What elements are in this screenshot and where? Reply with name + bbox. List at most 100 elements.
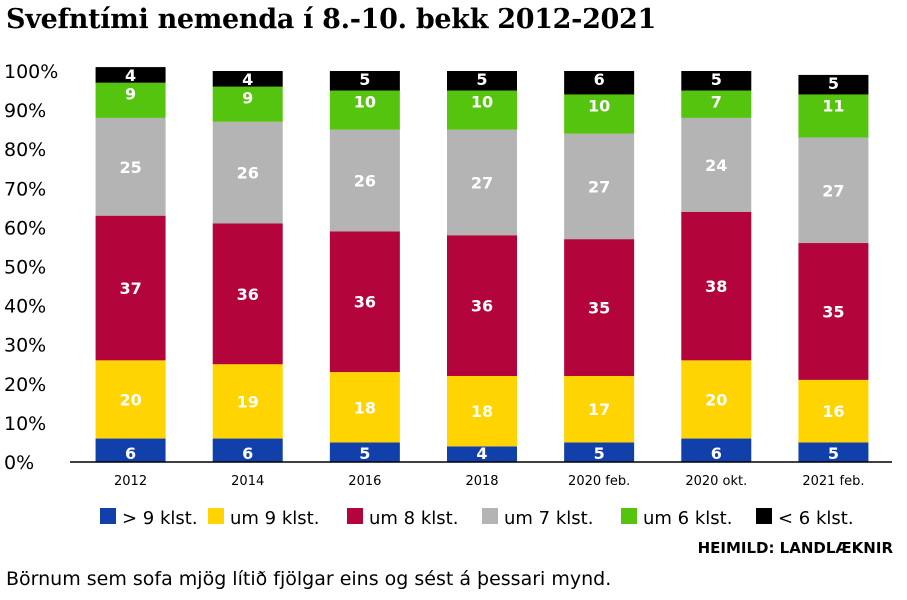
y-tick-label: 20%	[4, 374, 46, 396]
bar-segment	[447, 446, 517, 462]
data-label: 6	[711, 444, 722, 463]
data-label: 27	[588, 177, 610, 196]
legend-swatch	[621, 508, 637, 524]
data-label: 6	[125, 444, 136, 463]
bar-segment	[798, 243, 869, 380]
image-caption: Börnum sem sofa mjög lítið fjölgar eins …	[6, 568, 612, 590]
bar-segment	[95, 67, 166, 83]
data-label: 37	[119, 279, 141, 298]
data-label: 6	[594, 70, 605, 89]
data-label: 10	[471, 93, 493, 112]
legend-label: um 9 klst.	[230, 508, 319, 529]
y-tick-label: 70%	[4, 178, 46, 200]
legend-swatch	[347, 508, 363, 524]
data-label: 25	[119, 158, 141, 177]
bar-segment	[681, 438, 752, 462]
data-label: 5	[828, 444, 839, 463]
bar-segment	[95, 117, 166, 216]
data-label: 36	[237, 285, 259, 304]
data-label: 18	[354, 398, 376, 417]
y-tick-label: 40%	[4, 296, 46, 318]
bar-segment	[329, 71, 400, 91]
legend-label: < 6 klst.	[778, 508, 854, 529]
bar-segment	[564, 442, 635, 462]
x-tick-label: 2020 feb.	[568, 474, 630, 489]
x-tick-label: 2016	[348, 474, 381, 489]
data-label: 5	[359, 70, 370, 89]
legend-swatch	[208, 508, 224, 524]
data-label: 36	[471, 297, 493, 316]
data-label: 20	[705, 390, 727, 409]
y-tick-label: 60%	[4, 217, 46, 239]
bar-segment	[447, 235, 517, 376]
data-label: 5	[711, 70, 722, 89]
data-label: 9	[125, 85, 136, 104]
data-label: 18	[471, 402, 493, 421]
x-tick-label: 2014	[231, 474, 264, 489]
data-label: 38	[705, 277, 727, 296]
bar-segment	[798, 94, 869, 138]
bar-segment	[564, 133, 635, 240]
data-label: 5	[359, 444, 370, 463]
bar-segment	[212, 364, 283, 439]
bar-segment	[212, 71, 283, 87]
bar-segment	[212, 121, 283, 224]
data-label: 5	[828, 74, 839, 93]
data-label: 9	[242, 89, 253, 108]
data-label: 5	[594, 444, 605, 463]
legend-swatch	[756, 508, 772, 524]
y-tick-label: 10%	[4, 413, 46, 435]
x-tick-label: 2021 feb.	[802, 474, 864, 489]
data-label: 11	[822, 96, 844, 115]
data-label: 7	[711, 93, 722, 112]
bar-segment	[681, 211, 752, 361]
y-tick-label: 30%	[4, 335, 46, 357]
data-label: 24	[705, 156, 727, 175]
data-label: 19	[237, 392, 259, 411]
y-tick-label: 0%	[4, 452, 34, 474]
y-tick-label: 100%	[4, 61, 58, 83]
data-label: 4	[242, 70, 253, 89]
bar-segment	[564, 239, 635, 376]
bar-segment	[329, 442, 400, 462]
source-credit: HEIMILD: LANDLÆKNIR	[697, 539, 893, 557]
bar-segment	[447, 375, 517, 447]
chart-title: Svefntími nemenda í 8.-10. bekk 2012-202…	[6, 4, 657, 35]
x-tick-label: 2012	[114, 474, 147, 489]
bar-segment	[681, 71, 752, 91]
data-label: 6	[242, 444, 253, 463]
bar-segment	[95, 82, 166, 118]
data-label: 4	[476, 444, 487, 463]
stacked-bar-chart: 0% 10% 20% 30% 40% 50% 60% 70% 80% 90% 100% 6 20 37 25…	[4, 61, 892, 529]
bar-segment	[212, 86, 283, 122]
x-tick-label: 2018	[465, 474, 498, 489]
data-label: 35	[588, 299, 610, 318]
data-label: 5	[476, 70, 487, 89]
bar-segment	[447, 90, 517, 130]
bar-segment	[447, 129, 517, 236]
bar-segment	[212, 223, 283, 365]
data-label: 35	[822, 302, 844, 321]
bar-segment	[329, 129, 400, 232]
y-tick-label: 50%	[4, 257, 46, 279]
legend-swatch	[100, 508, 116, 524]
bar-segment	[564, 375, 635, 443]
legend-label: um 6 klst.	[643, 508, 732, 529]
legend-label: um 8 klst.	[369, 508, 458, 529]
data-label: 10	[354, 93, 376, 112]
data-label: 20	[119, 390, 141, 409]
bar-segment	[798, 137, 869, 244]
data-label: 36	[354, 293, 376, 312]
y-tick-label: 90%	[4, 100, 46, 122]
bar-segment	[681, 90, 752, 118]
bar-segment	[798, 379, 869, 443]
bar-segment	[329, 372, 400, 443]
bar-segment	[798, 442, 869, 462]
bar-segment	[447, 71, 517, 91]
bar-segment	[564, 94, 635, 134]
legend-label: um 7 klst.	[504, 508, 593, 529]
bar-segment	[681, 117, 752, 212]
bar-segment	[329, 231, 400, 373]
bar-segment	[798, 74, 869, 95]
bar-segment	[95, 438, 166, 462]
